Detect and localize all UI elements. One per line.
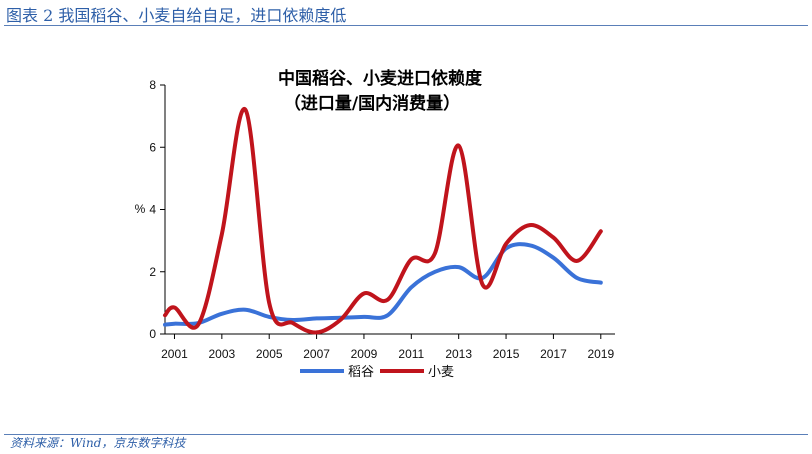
source-note: 资料来源：Wind，京东数字科技 xyxy=(10,436,186,450)
x-tick-label: 2003 xyxy=(208,347,235,361)
chart-title: 中国稻谷、小麦进口依赖度 xyxy=(278,68,483,89)
legend-label-rice: 稻谷 xyxy=(348,365,374,380)
x-tick-label: 2015 xyxy=(493,347,520,361)
bottom-rule xyxy=(4,434,808,435)
x-tick-label: 2017 xyxy=(540,347,567,361)
y-tick-label: 6 xyxy=(149,140,156,154)
axes: 0 2 4 6 8 2001 2003 2005 2007 2009 2011 2013 2015 201… xyxy=(149,78,615,361)
legend-label-wheat: 小麦 xyxy=(428,365,454,380)
top-rule xyxy=(4,25,808,26)
x-tick-label: 2013 xyxy=(445,347,472,361)
series-line-rice xyxy=(163,242,603,327)
x-tick-label: 2019 xyxy=(587,347,614,361)
figure-title: 图表 2 我国稻谷、小麦自给自足，进口依赖度低 xyxy=(6,6,347,25)
series-line-wheat xyxy=(163,107,603,335)
x-tick-label: 2005 xyxy=(256,347,283,361)
x-tick-label: 2009 xyxy=(351,347,378,361)
y-tick-label: 4 xyxy=(149,203,156,217)
legend: 稻谷 小麦 xyxy=(300,365,454,380)
x-tick-label: 2007 xyxy=(303,347,330,361)
y-tick-label: 0 xyxy=(149,327,156,341)
x-tick-label: 2001 xyxy=(161,347,188,361)
line-chart: 中国稻谷、小麦进口依赖度 （进口量/国内消费量） % 0 2 4 6 8 2001 2003… xyxy=(135,68,615,380)
y-axis-label: % xyxy=(135,202,146,216)
series-group xyxy=(163,107,603,335)
chart-subtitle: （进口量/国内消费量） xyxy=(284,93,460,114)
y-tick-label: 8 xyxy=(149,78,156,92)
y-tick-label: 2 xyxy=(149,265,156,279)
x-tick-label: 2011 xyxy=(398,347,424,361)
